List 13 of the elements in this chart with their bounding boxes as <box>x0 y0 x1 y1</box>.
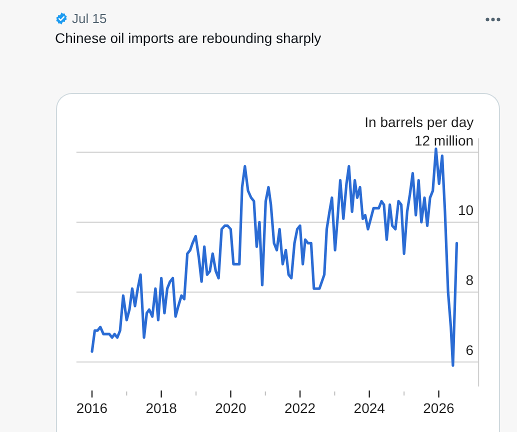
y-tick-label: 10 <box>458 202 474 218</box>
text: Jul 15 <box>72 10 107 27</box>
y-tick-label: 6 <box>466 342 474 358</box>
x-tick-label: 2020 <box>215 400 246 416</box>
x-tick-label: 2022 <box>284 400 316 416</box>
y-axis-title: In barrels per day <box>364 114 474 131</box>
x-tick-label: 2024 <box>354 400 386 416</box>
chart-title: Chinese oil imports are rebounding sharply <box>55 29 322 47</box>
y-tick-label: 12 million <box>414 132 474 148</box>
x-tick-label: 2016 <box>76 400 108 416</box>
x-tick-label: 2018 <box>146 400 178 416</box>
y-tick-label: 8 <box>466 272 474 288</box>
x-tick-label: 2026 <box>423 400 455 416</box>
